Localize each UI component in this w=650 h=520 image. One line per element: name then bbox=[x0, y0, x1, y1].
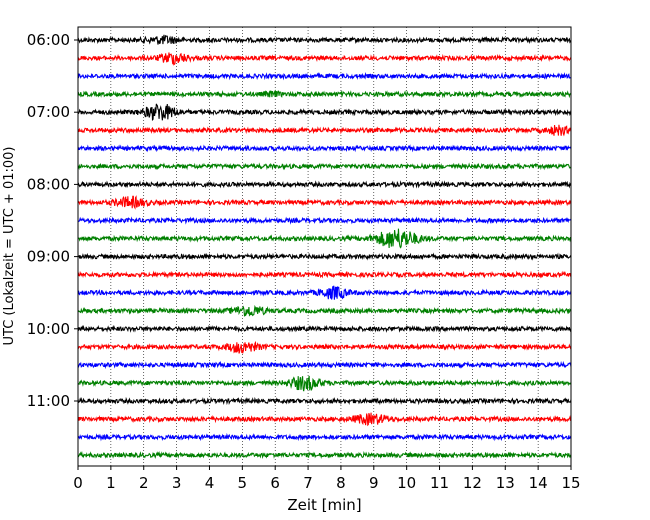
trace-0815 bbox=[77, 195, 572, 210]
trace-1115 bbox=[77, 412, 572, 427]
x-tick-label: 13 bbox=[496, 474, 515, 492]
trace-0615 bbox=[77, 52, 572, 66]
y-tick-label: 07:00 bbox=[27, 103, 70, 121]
trace-1045 bbox=[77, 375, 572, 392]
x-tick-label: 12 bbox=[463, 474, 482, 492]
trace-0645 bbox=[77, 89, 572, 99]
x-tick-label: 14 bbox=[529, 474, 548, 492]
trace-0845 bbox=[77, 228, 572, 249]
trace-0900 bbox=[77, 252, 572, 261]
trace-1030 bbox=[77, 360, 572, 370]
x-tick-label: 3 bbox=[172, 474, 182, 492]
x-tick-label: 9 bbox=[369, 474, 379, 492]
trace-0700 bbox=[77, 103, 572, 121]
trace-1000 bbox=[77, 324, 572, 334]
y-tick-label: 11:00 bbox=[27, 392, 70, 410]
x-tick-label: 2 bbox=[139, 474, 149, 492]
trace-1145 bbox=[77, 450, 572, 460]
x-axis-ticks: 0 1 2 3 4 5 6 7 8 9 10 11 12 13 14 15 bbox=[73, 466, 581, 492]
trace-0600 bbox=[77, 34, 572, 45]
x-tick-label: 1 bbox=[106, 474, 116, 492]
trace-0715 bbox=[77, 124, 572, 137]
x-axis-label: Zeit [min] bbox=[287, 496, 361, 514]
trace-0730 bbox=[77, 144, 572, 153]
x-tick-label: 6 bbox=[270, 474, 280, 492]
trace-0945 bbox=[77, 304, 572, 317]
x-tick-label: 8 bbox=[336, 474, 346, 492]
trace-0630 bbox=[77, 71, 572, 81]
trace-0745 bbox=[77, 162, 572, 171]
y-tick-label: 10:00 bbox=[27, 320, 70, 338]
x-tick-label: 7 bbox=[303, 474, 313, 492]
trace-0930 bbox=[77, 285, 572, 300]
trace-1015 bbox=[77, 340, 572, 355]
x-tick-label: 11 bbox=[430, 474, 449, 492]
y-axis-label: UTC (Lokalzeit = UTC + 01:00) bbox=[2, 147, 17, 346]
x-tick-label: 5 bbox=[238, 474, 248, 492]
trace-0800 bbox=[77, 180, 572, 189]
x-tick-label: 4 bbox=[205, 474, 215, 492]
plot-frame bbox=[77, 26, 572, 467]
trace-1100 bbox=[77, 396, 572, 406]
x-gridlines bbox=[110, 27, 539, 466]
y-tick-label: 06:00 bbox=[27, 31, 70, 49]
y-tick-label: 09:00 bbox=[27, 248, 70, 266]
x-tick-label: 10 bbox=[397, 474, 416, 492]
x-tick-label: 0 bbox=[73, 474, 83, 492]
x-tick-label: 15 bbox=[561, 474, 580, 492]
y-axis-ticks: 06:00 07:00 08:00 09:00 10:00 11:00 bbox=[27, 31, 78, 410]
trace-1130 bbox=[77, 432, 572, 442]
seismogram-traces bbox=[77, 34, 572, 460]
y-tick-label: 08:00 bbox=[27, 175, 70, 193]
trace-0830 bbox=[77, 216, 572, 225]
trace-0915 bbox=[77, 270, 572, 279]
